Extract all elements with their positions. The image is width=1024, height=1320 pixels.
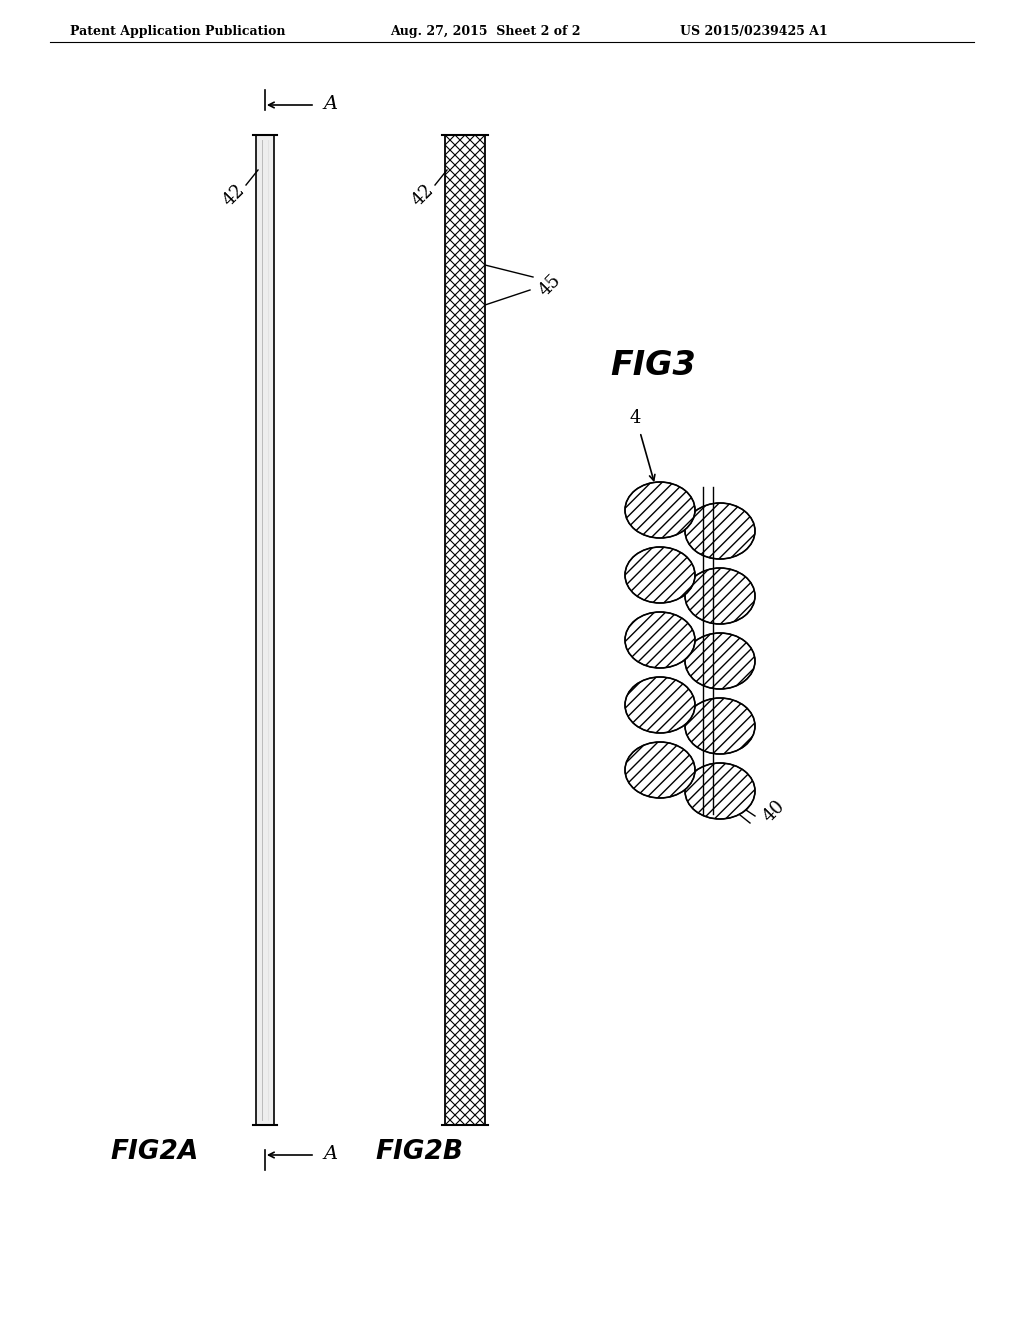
Ellipse shape	[685, 634, 755, 689]
Text: 42: 42	[219, 181, 249, 210]
Text: FIG2A: FIG2A	[110, 1139, 199, 1166]
Text: 40: 40	[760, 797, 788, 826]
Text: A: A	[323, 95, 337, 114]
Bar	[445, 135, 485, 1125]
Ellipse shape	[685, 698, 755, 754]
Ellipse shape	[625, 546, 695, 603]
Text: 42: 42	[409, 181, 437, 210]
Ellipse shape	[625, 677, 695, 733]
Bar	[445, 135, 485, 1125]
Ellipse shape	[625, 612, 695, 668]
Text: Aug. 27, 2015  Sheet 2 of 2: Aug. 27, 2015 Sheet 2 of 2	[390, 25, 581, 38]
Ellipse shape	[685, 763, 755, 818]
Text: Patent Application Publication: Patent Application Publication	[70, 25, 286, 38]
Ellipse shape	[685, 503, 755, 558]
Ellipse shape	[625, 742, 695, 799]
Text: FIG3: FIG3	[610, 348, 695, 381]
Text: A: A	[323, 1144, 337, 1163]
Text: US 2015/0239425 A1: US 2015/0239425 A1	[680, 25, 827, 38]
Text: 45: 45	[536, 271, 565, 300]
Bar	[256, 135, 274, 1125]
Text: 4: 4	[630, 409, 641, 426]
Ellipse shape	[685, 568, 755, 624]
Text: FIG2B: FIG2B	[375, 1139, 463, 1166]
Ellipse shape	[625, 482, 695, 539]
